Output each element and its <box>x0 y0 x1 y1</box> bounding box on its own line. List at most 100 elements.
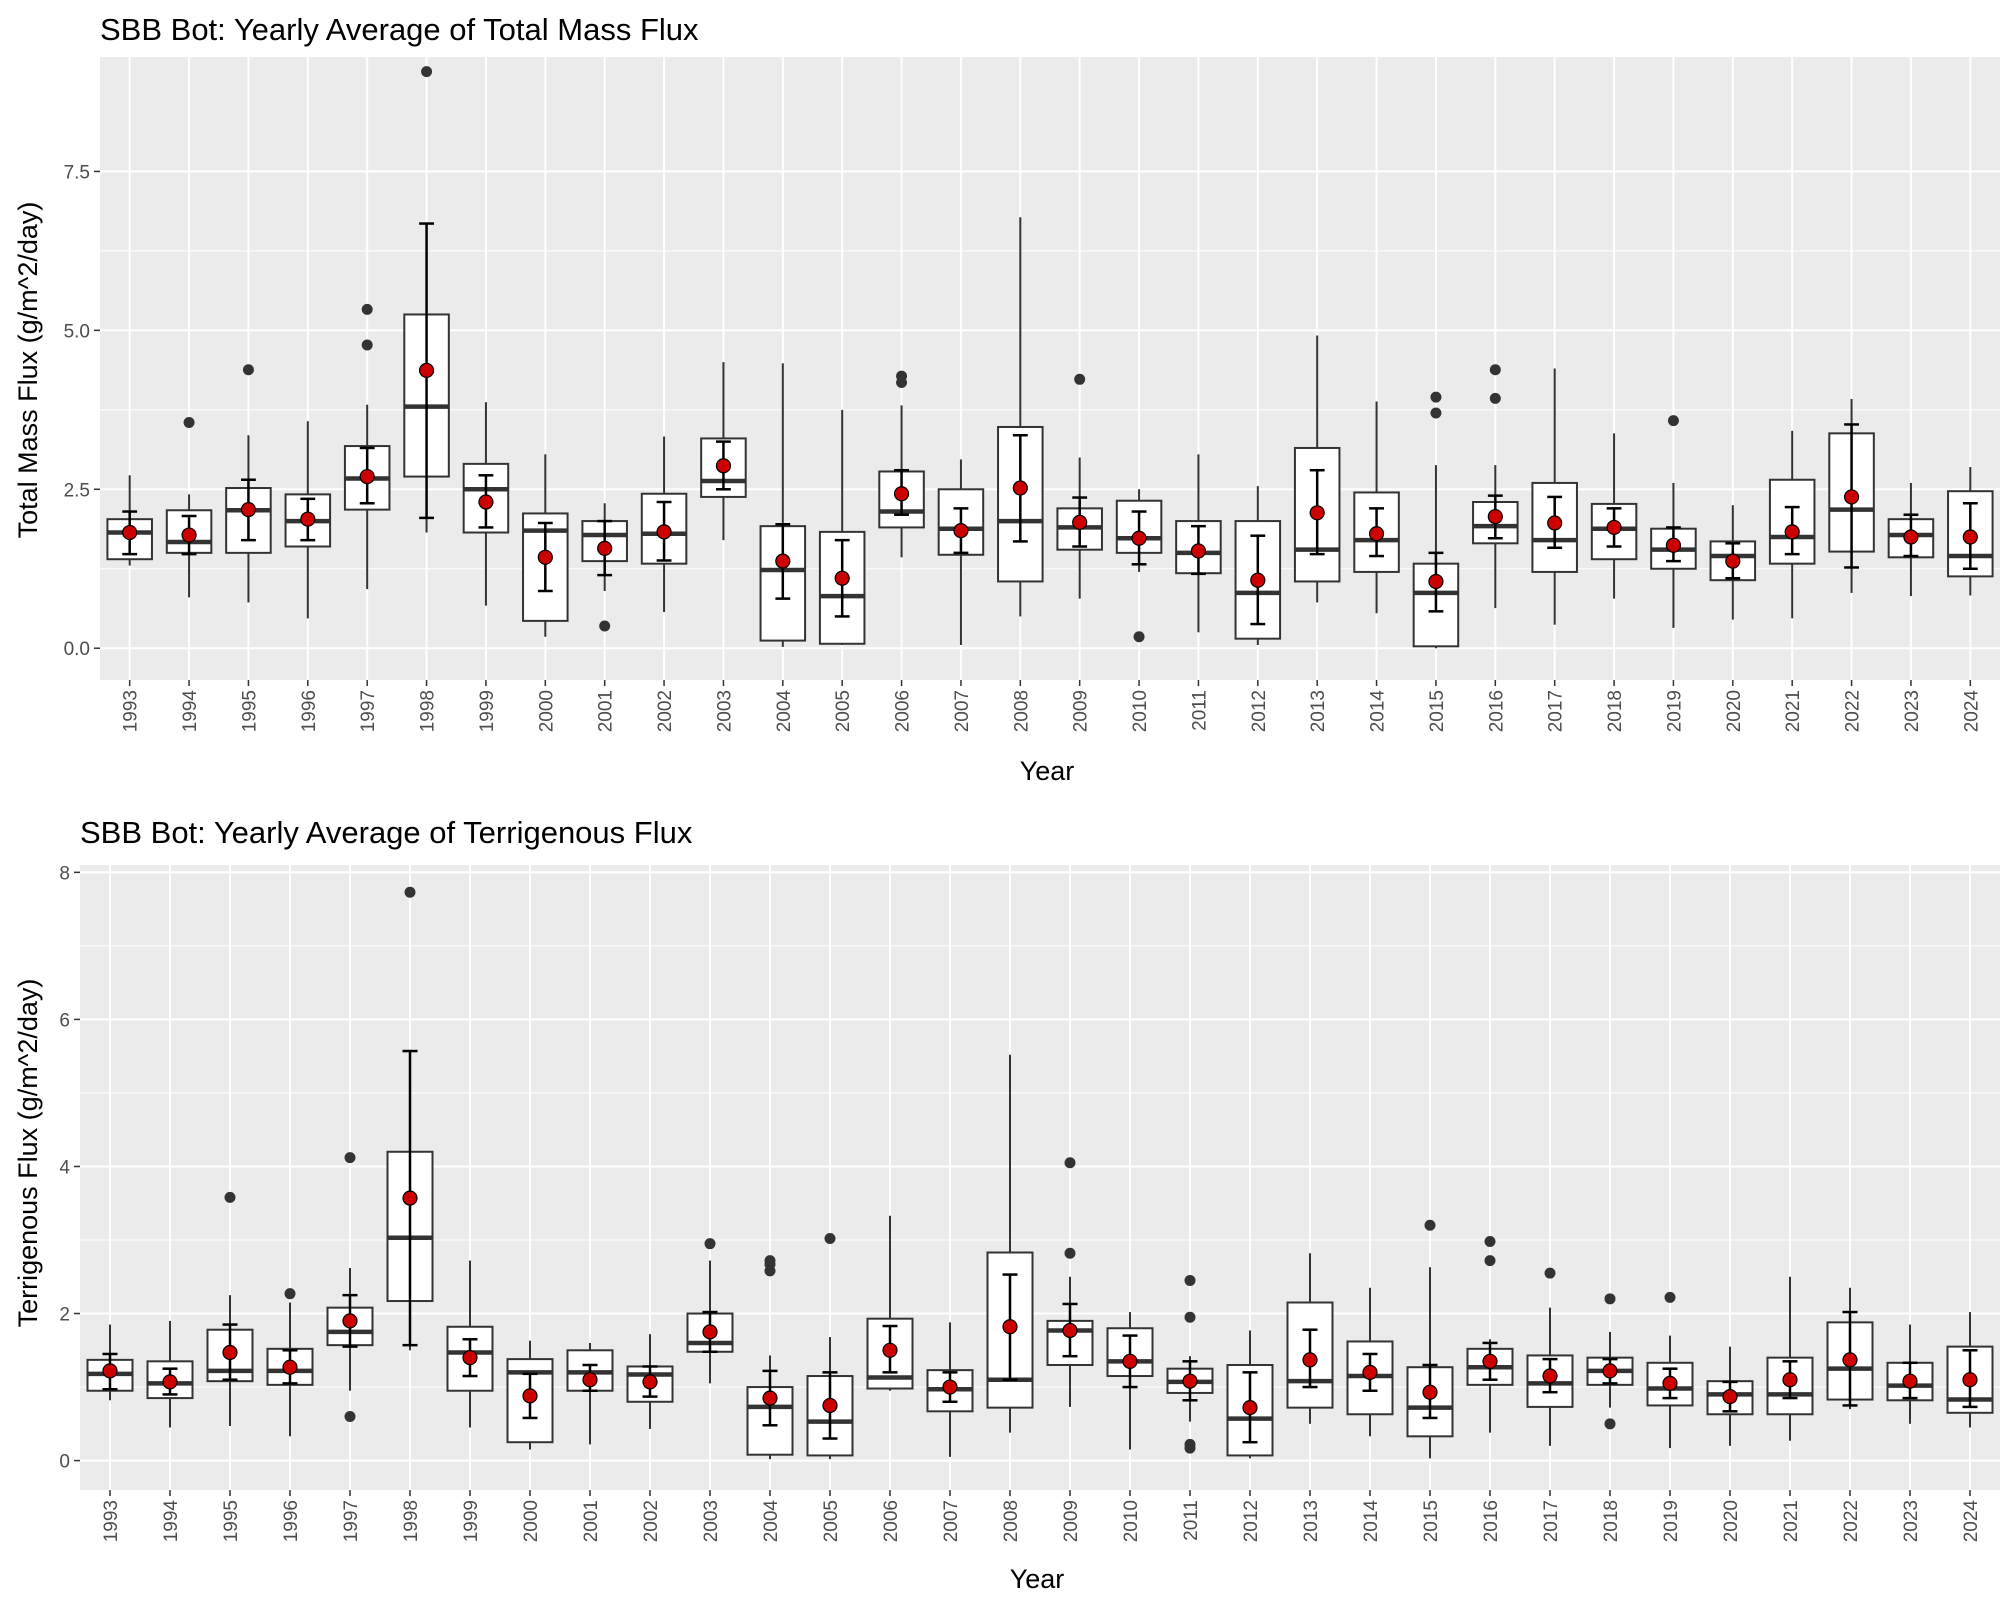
x-tick-label: 2002 <box>655 690 676 732</box>
mean-point <box>181 527 197 543</box>
x-tick-label: 1994 <box>180 690 201 733</box>
box-2019 <box>1646 1291 1694 1449</box>
box-2016 <box>1466 1235 1514 1433</box>
outlier-point <box>1484 1235 1496 1247</box>
mean-point <box>222 1344 238 1361</box>
mean-point <box>522 1388 538 1404</box>
box-2006 <box>866 1215 914 1391</box>
x-tick-label: 2000 <box>521 1500 542 1542</box>
box-1998 <box>386 886 434 1351</box>
mean-point <box>1012 480 1028 496</box>
y-tick-label: 0 <box>59 1452 70 1473</box>
outlier-point <box>1184 1311 1196 1323</box>
outlier-point <box>1489 364 1501 376</box>
box-2022 <box>1826 1287 1874 1410</box>
box-2013 <box>1293 335 1341 603</box>
x-tick-label: 1997 <box>358 690 379 732</box>
x-tick-label: 2024 <box>1961 1500 1982 1543</box>
box-2018 <box>1590 433 1638 599</box>
x-tick-label: 2017 <box>1541 1500 1562 1542</box>
outlier-point <box>344 1152 356 1164</box>
mean-point <box>1422 1384 1438 1400</box>
mean-point <box>402 1190 418 1206</box>
terrigenous-flux-chart: SBB Bot: Yearly Average of Terrigenous F… <box>13 815 2000 1594</box>
x-tick-label: 2015 <box>1421 1500 1442 1542</box>
x-tick-label: 2023 <box>1902 690 1923 732</box>
outlier-point <box>1424 1219 1436 1231</box>
box-2011 <box>1166 1274 1214 1454</box>
outlier-point <box>361 339 373 351</box>
box-2004 <box>746 1255 794 1460</box>
mean-point <box>1309 505 1325 521</box>
box-1993 <box>106 475 153 566</box>
mean-point <box>478 494 494 510</box>
mean-point <box>642 1374 658 1390</box>
box-1998 <box>403 66 450 533</box>
mean-point <box>342 1313 358 1329</box>
box-2021 <box>1768 430 1816 619</box>
x-tick-label: 1993 <box>101 1500 122 1542</box>
mean-point <box>1962 529 1978 545</box>
mean-point <box>1602 1363 1618 1379</box>
box-2016 <box>1472 364 1519 609</box>
y-axis-title: Total Mass Flux (g/m^2/day) <box>13 202 43 539</box>
box-2018 <box>1586 1293 1634 1430</box>
mean-point <box>1362 1364 1378 1380</box>
outlier-point <box>183 417 195 429</box>
outlier-point <box>1664 1291 1676 1303</box>
outlier-point <box>1484 1255 1496 1267</box>
mean-point <box>1072 514 1088 530</box>
x-tick-label: 2022 <box>1841 1500 1862 1542</box>
mean-point <box>656 524 672 540</box>
x-tick-label: 2008 <box>1011 690 1032 732</box>
x-tick-label: 2009 <box>1061 1500 1082 1542</box>
outlier-point <box>1430 391 1442 403</box>
mean-point <box>942 1379 958 1395</box>
box-2022 <box>1828 399 1875 593</box>
mean-point <box>762 1390 778 1406</box>
box-2020 <box>1709 505 1757 620</box>
x-tick-label: 1999 <box>461 1500 482 1542</box>
mean-point <box>122 524 138 541</box>
outlier-point <box>344 1410 356 1422</box>
box-2015 <box>1406 1219 1454 1459</box>
mean-point <box>1250 572 1266 588</box>
x-tick-label: 2014 <box>1368 690 1389 733</box>
outlier-point <box>1544 1267 1556 1279</box>
x-tick-label: 2008 <box>1001 1500 1022 1542</box>
mean-point <box>1062 1322 1078 1339</box>
x-tick-label: 2002 <box>641 1500 662 1542</box>
box-1995 <box>225 364 272 603</box>
box-2006 <box>878 370 925 558</box>
x-tick-label: 2004 <box>774 690 795 733</box>
box-2017 <box>1526 1267 1574 1446</box>
box-2010 <box>1115 489 1163 643</box>
mean-point <box>1662 1375 1678 1391</box>
box-2000 <box>522 454 569 637</box>
mean-point <box>1902 1373 1918 1389</box>
box-1994 <box>146 1320 194 1428</box>
x-tick-label: 2007 <box>941 1500 962 1542</box>
box-2024 <box>1946 1312 1994 1428</box>
box-2000 <box>506 1340 554 1450</box>
outlier-point <box>361 303 373 315</box>
x-tick-label: 2000 <box>536 690 557 732</box>
box-1996 <box>284 421 332 619</box>
box-2014 <box>1346 1287 1394 1437</box>
x-tick-label: 2018 <box>1605 690 1626 732</box>
mean-point <box>1606 519 1622 536</box>
outlier-point <box>224 1191 236 1203</box>
x-tick-label: 1995 <box>239 690 260 732</box>
x-tick-label: 2001 <box>581 1500 602 1542</box>
box-2007 <box>926 1322 974 1457</box>
x-tick-label: 2019 <box>1661 1500 1682 1542</box>
outlier-point <box>284 1288 296 1300</box>
mean-point <box>1487 509 1503 525</box>
outlier-point <box>242 364 254 376</box>
y-tick-label: 7.5 <box>64 162 90 183</box>
box-1999 <box>446 1260 494 1428</box>
box-2014 <box>1353 401 1400 614</box>
outlier-point <box>704 1238 716 1250</box>
x-tick-label: 2007 <box>952 690 973 732</box>
box-1995 <box>206 1191 254 1427</box>
